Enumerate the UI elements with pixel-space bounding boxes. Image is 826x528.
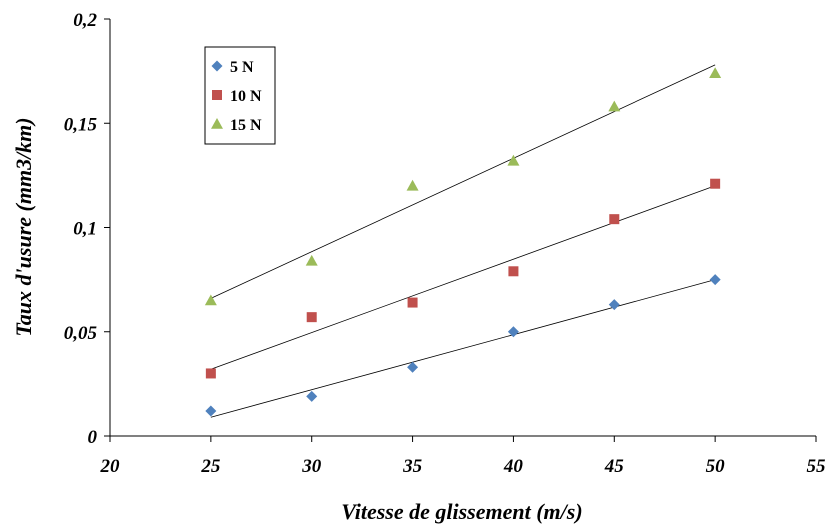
legend-label: 5 N: [230, 59, 254, 76]
trendline: [210, 185, 716, 370]
data-point: [608, 100, 621, 112]
legend-label: 15 N: [230, 117, 262, 134]
data-point: [305, 254, 318, 266]
data-point: [608, 299, 620, 311]
data-point: [406, 179, 419, 191]
legend: 5 N 10 N 15 N: [204, 46, 276, 145]
x-tick-label: 40: [503, 456, 524, 477]
legend-marker: [211, 118, 223, 129]
x-tick-label: 20: [100, 456, 121, 477]
y-tick-label: 0,2: [73, 10, 97, 31]
y-tick-label: 0: [88, 427, 98, 448]
y-tick-label: 0,1: [73, 219, 97, 240]
legend-marker: [211, 60, 223, 72]
trendline: [210, 64, 716, 299]
data-point: [306, 312, 317, 323]
data-point: [407, 297, 418, 308]
data-point: [204, 294, 217, 306]
data-point: [205, 368, 216, 379]
x-axis-title: Vitesse de glissement (m/s): [341, 499, 582, 524]
y-tick-label: 0,05: [64, 323, 98, 344]
y-tick-label: 0,15: [64, 114, 98, 135]
y-axis-title: Taux d'usure (mm3/km): [11, 117, 36, 336]
x-tick-label: 35: [402, 456, 423, 477]
x-tick-label: 30: [301, 456, 322, 477]
data-point: [710, 178, 721, 189]
data-point: [507, 154, 520, 166]
data-point: [205, 405, 217, 417]
x-tick-label: 50: [706, 456, 726, 477]
x-tick-label: 25: [200, 456, 221, 477]
trendlines: [210, 64, 716, 418]
x-tick-label: 55: [807, 456, 826, 477]
trendline: [210, 279, 716, 418]
tick-labels: 20 25 30 35 40 45 50 55 0 0,05 0,1 0,15 0,2: [64, 10, 826, 477]
data-point: [507, 326, 519, 338]
x-tick-label: 45: [604, 456, 625, 477]
data-point: [508, 266, 519, 277]
data-point: [407, 361, 419, 373]
data-points: [204, 67, 722, 417]
data-point: [709, 274, 721, 286]
data-point: [306, 390, 318, 402]
legend-label: 10 N: [230, 88, 262, 105]
data-point: [609, 214, 620, 225]
legend-marker: [212, 90, 222, 100]
data-point: [709, 67, 722, 79]
chart-axes: [104, 18, 817, 442]
